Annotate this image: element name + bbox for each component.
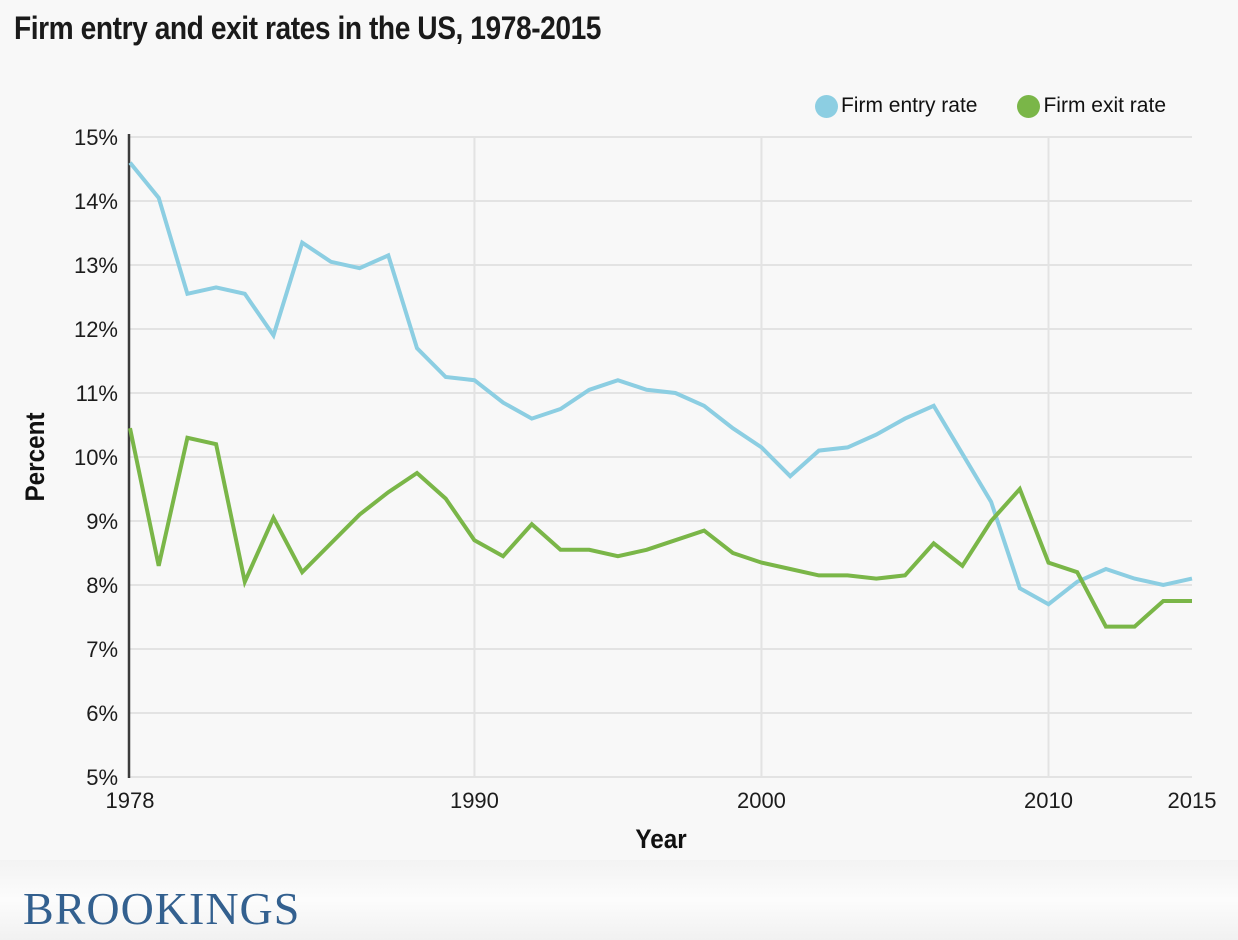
chart-title: Firm entry and exit rates in the US, 197… xyxy=(14,10,602,46)
y-tick-label: 11% xyxy=(76,381,118,406)
y-tick-label: 6% xyxy=(86,701,118,726)
y-tick-label: 10% xyxy=(74,445,118,470)
series-line-firm-entry-rate xyxy=(128,161,1193,607)
legend: Firm entry rate Firm exit rate xyxy=(814,94,1166,118)
x-tick-label: 1978 xyxy=(106,788,155,813)
line-chart-canvas: 15% 14% 13% 12% 11% 10% 9% 8% 7% 6% 5%1978 1990 2000… xyxy=(21,125,1217,854)
y-tick-label: 13% xyxy=(74,253,118,278)
y-tick-label: 7% xyxy=(86,637,118,662)
x-tick-label: 1990 xyxy=(450,788,499,813)
x-axis-title: Year xyxy=(635,825,686,854)
y-tick-label: 15% xyxy=(74,125,118,150)
brookings-logo: BROOKINGS xyxy=(23,883,301,934)
legend-item-entry: Firm entry rate xyxy=(814,94,978,118)
y-tick-label: 8% xyxy=(86,573,118,598)
y-tick-label: 9% xyxy=(86,509,118,534)
entry-series-dot-icon xyxy=(814,94,838,118)
x-tick-label: 2010 xyxy=(1024,788,1073,813)
legend-label-entry: Firm entry rate xyxy=(840,94,978,117)
y-tick-label: 12% xyxy=(74,317,118,342)
series-line-firm-exit-rate xyxy=(128,427,1192,629)
legend-item-exit: Firm exit rate xyxy=(1017,94,1166,118)
exit-series-dot-icon xyxy=(1017,94,1041,118)
x-tick-label: 2000 xyxy=(737,788,786,813)
y-tick-label: 5% xyxy=(86,765,118,790)
x-tick-label: 2015 xyxy=(1168,788,1217,813)
legend-label-exit: Firm exit rate xyxy=(1043,94,1166,117)
y-tick-label: 14% xyxy=(74,189,118,214)
y-axis-title: Percent xyxy=(21,412,50,502)
footer: BROOKINGS xyxy=(0,860,1238,940)
